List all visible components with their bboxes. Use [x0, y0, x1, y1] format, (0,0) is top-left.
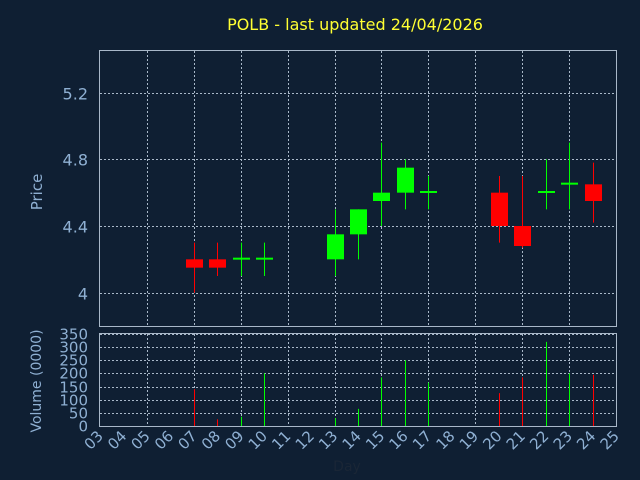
price-tick-label: 4.8: [63, 151, 88, 170]
x-tick-label: 14: [339, 427, 365, 453]
x-tick-label: 21: [503, 427, 529, 453]
x-tick-label: 19: [456, 427, 482, 453]
candle-body: [538, 191, 555, 193]
x-tick-label: 23: [550, 427, 576, 453]
x-tick-label: 15: [362, 427, 388, 453]
candle-body: [256, 257, 273, 260]
candle-body: [327, 234, 344, 260]
candle-body: [561, 182, 578, 185]
price-axis-ticks: 4 4.4 4.8 5.2: [63, 85, 88, 304]
x-axis-ticks: 0304050607080910111213141516171819202122…: [81, 427, 623, 453]
candle-body: [233, 257, 250, 260]
volume-tick-label: 300: [59, 339, 88, 357]
price-axis-label: Price: [28, 174, 46, 211]
x-tick-label: 13: [315, 427, 341, 453]
price-frame: [99, 50, 617, 327]
volume-frame: [99, 333, 617, 427]
price-panel: 4 4.4 4.8 5.2 Price: [28, 50, 617, 327]
candle-body: [350, 209, 367, 235]
candle-body: [491, 192, 508, 226]
x-tick-label: 12: [292, 427, 318, 453]
x-tick-label: 18: [432, 427, 458, 453]
price-tick-label: 4.4: [63, 218, 88, 237]
candles: [186, 142, 602, 293]
x-tick-label: 20: [479, 427, 505, 453]
volume-axis-label: Volume (0000): [29, 329, 45, 432]
price-tick-label: 5.2: [63, 85, 88, 104]
volume-tick-label: 200: [59, 365, 88, 383]
price-grid: [100, 51, 616, 326]
x-tick-label: 08: [198, 427, 224, 453]
volume-grid: [100, 334, 616, 427]
x-tick-label: 07: [174, 427, 200, 453]
x-tick-label: 22: [526, 427, 552, 453]
candle-body: [209, 259, 226, 268]
volume-tick-label: 100: [59, 392, 88, 410]
x-axis-label: Day: [333, 459, 361, 475]
candle-body: [420, 191, 437, 193]
x-tick-label: 11: [268, 427, 294, 453]
candle-body: [397, 167, 414, 193]
chart-title: POLB - last updated 24/04/2026: [227, 15, 483, 34]
volume-tick-label: 250: [59, 352, 88, 370]
candle-body: [186, 259, 203, 268]
x-tick-label: 24: [573, 427, 599, 453]
candle-body: [585, 184, 602, 201]
x-tick-label: 17: [409, 427, 435, 453]
candle-body: [514, 226, 531, 246]
candle-body: [373, 192, 390, 201]
x-tick-label: 04: [104, 427, 130, 453]
volume-bars: [194, 341, 594, 426]
x-tick-label: 06: [151, 427, 177, 453]
x-tick-label: 25: [597, 427, 623, 453]
volume-tick-label: 0: [78, 418, 88, 436]
volume-tick-label: 150: [59, 379, 88, 397]
x-tick-label: 05: [128, 427, 154, 453]
x-tick-label: 16: [386, 427, 412, 453]
x-tick-label: 09: [221, 427, 247, 453]
volume-tick-label: 50: [69, 405, 88, 423]
volume-tick-label: 350: [59, 326, 88, 344]
x-tick-label: 10: [245, 427, 271, 453]
price-tick-label: 4: [78, 285, 88, 304]
